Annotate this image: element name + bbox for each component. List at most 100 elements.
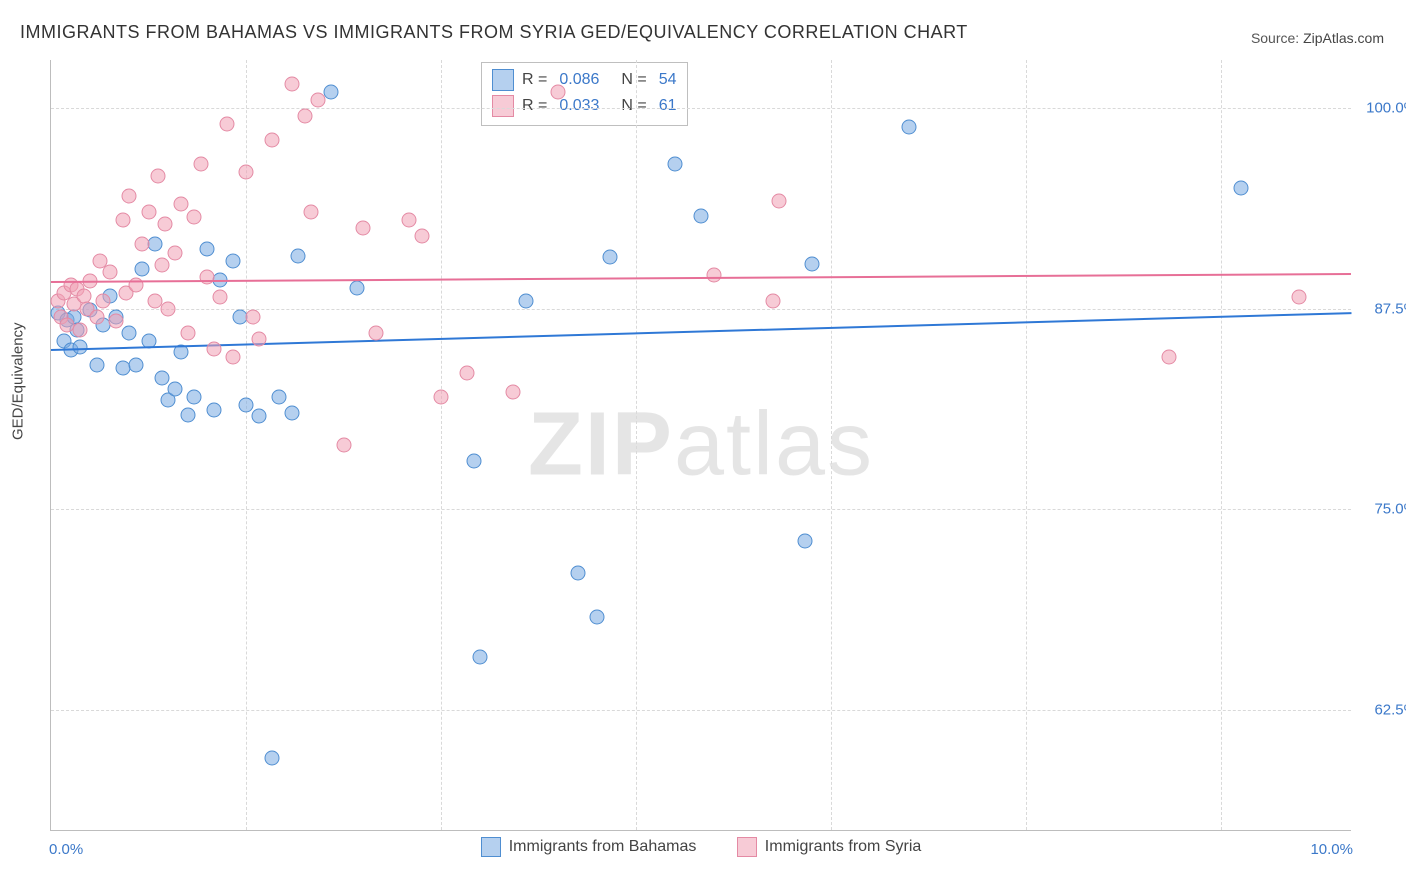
watermark: ZIPatlas: [528, 394, 874, 497]
data-point: [414, 229, 429, 244]
data-point: [187, 210, 202, 225]
data-point: [265, 750, 280, 765]
data-point: [213, 290, 228, 305]
data-point: [336, 438, 351, 453]
data-point: [158, 216, 173, 231]
source-attribution: Source: ZipAtlas.com: [1251, 30, 1384, 46]
r-value: 0.033: [559, 97, 599, 115]
source-value: ZipAtlas.com: [1303, 30, 1384, 46]
data-point: [284, 405, 299, 420]
data-point: [141, 205, 156, 220]
data-point: [161, 301, 176, 316]
legend-label: Immigrants from Syria: [765, 838, 921, 856]
data-point: [252, 332, 267, 347]
data-point: [148, 237, 163, 252]
legend-item-syria: Immigrants from Syria: [737, 837, 921, 857]
data-point: [102, 264, 117, 279]
data-point: [518, 293, 533, 308]
gridline-vertical: [1221, 60, 1222, 830]
data-point: [154, 370, 169, 385]
data-point: [252, 409, 267, 424]
data-point: [590, 609, 605, 624]
data-point: [466, 454, 481, 469]
gridline-vertical: [831, 60, 832, 830]
data-point: [109, 314, 124, 329]
data-point: [902, 120, 917, 135]
data-point: [180, 407, 195, 422]
data-point: [226, 253, 241, 268]
swatch-blue-icon: [492, 69, 514, 91]
gridline-vertical: [636, 60, 637, 830]
data-point: [167, 245, 182, 260]
data-point: [226, 349, 241, 364]
data-point: [271, 389, 286, 404]
gridline-vertical: [1026, 60, 1027, 830]
y-tick-label: 75.0%: [1357, 501, 1406, 518]
data-point: [72, 322, 87, 337]
data-point: [304, 205, 319, 220]
data-point: [1233, 181, 1248, 196]
data-point: [200, 242, 215, 257]
x-axis-min-label: 0.0%: [49, 841, 83, 858]
watermark-rest: atlas: [674, 395, 874, 495]
n-label: N =: [621, 97, 646, 115]
data-point: [356, 221, 371, 236]
data-point: [115, 213, 130, 228]
data-point: [89, 357, 104, 372]
data-point: [96, 293, 111, 308]
data-point: [603, 250, 618, 265]
stats-row-syria: R = 0.033 N = 61: [492, 93, 677, 119]
r-label: R =: [522, 71, 547, 89]
data-point: [291, 248, 306, 263]
r-label: R =: [522, 97, 547, 115]
gridline-vertical: [441, 60, 442, 830]
data-point: [284, 77, 299, 92]
data-point: [187, 389, 202, 404]
legend-label: Immigrants from Bahamas: [509, 838, 697, 856]
legend-item-bahamas: Immigrants from Bahamas: [481, 837, 697, 857]
data-point: [89, 309, 104, 324]
data-point: [135, 237, 150, 252]
data-point: [505, 385, 520, 400]
data-point: [128, 277, 143, 292]
x-axis-max-label: 10.0%: [1310, 841, 1353, 858]
data-point: [570, 566, 585, 581]
data-point: [323, 85, 338, 100]
data-point: [219, 117, 234, 132]
data-point: [150, 168, 165, 183]
source-label: Source:: [1251, 30, 1299, 46]
stats-row-bahamas: R = 0.086 N = 54: [492, 67, 677, 93]
swatch-blue-icon: [481, 837, 501, 857]
data-point: [128, 357, 143, 372]
data-point: [804, 256, 819, 271]
swatch-pink-icon: [492, 95, 514, 117]
data-point: [349, 280, 364, 295]
data-point: [167, 381, 182, 396]
r-value: 0.086: [559, 71, 599, 89]
data-point: [245, 309, 260, 324]
data-point: [122, 325, 137, 340]
y-tick-label: 100.0%: [1357, 100, 1406, 117]
chart-plot-area: ZIPatlas R = 0.086 N = 54 R = 0.033 N = …: [50, 60, 1351, 831]
data-point: [401, 213, 416, 228]
watermark-bold: ZIP: [528, 395, 674, 495]
data-point: [180, 325, 195, 340]
data-point: [135, 261, 150, 276]
y-axis-label: GED/Equivalency: [10, 322, 27, 440]
data-point: [154, 258, 169, 273]
stats-legend-box: R = 0.086 N = 54 R = 0.033 N = 61: [481, 62, 688, 126]
data-point: [193, 157, 208, 172]
data-point: [122, 189, 137, 204]
data-point: [694, 208, 709, 223]
n-value: 54: [659, 71, 677, 89]
chart-title: IMMIGRANTS FROM BAHAMAS VS IMMIGRANTS FR…: [20, 22, 968, 43]
data-point: [239, 397, 254, 412]
data-point: [239, 165, 254, 180]
y-tick-label: 62.5%: [1357, 701, 1406, 718]
data-point: [460, 365, 475, 380]
data-point: [1292, 290, 1307, 305]
data-point: [551, 85, 566, 100]
swatch-pink-icon: [737, 837, 757, 857]
series-legend: Immigrants from Bahamas Immigrants from …: [51, 837, 1351, 862]
data-point: [297, 109, 312, 124]
